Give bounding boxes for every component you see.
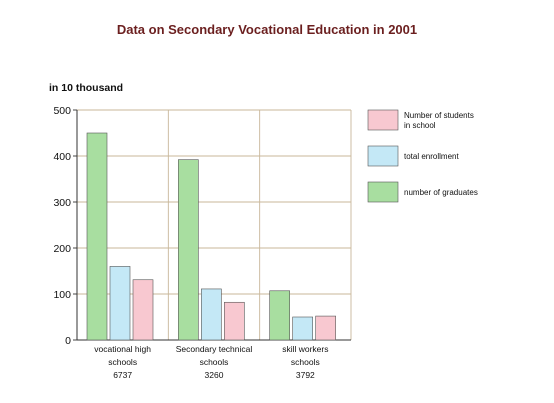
plot-area: 0 100 200 300 400 500 vocational high schools 67… (53, 105, 352, 380)
x-tick-label: vocational high (94, 344, 151, 354)
bar (315, 315, 336, 341)
legend-swatch (367, 181, 399, 203)
y-tick-label: 500 (53, 105, 71, 117)
y-tick-label: 0 (65, 335, 71, 347)
chart-title: Data on Secondary Vocational Education i… (117, 22, 417, 37)
y-tick-label: 100 (53, 289, 71, 301)
x-tick-label: 3260 (205, 370, 224, 380)
bar (132, 279, 154, 341)
y-tick-label: 300 (53, 197, 71, 209)
x-tick-label: schools (108, 357, 137, 367)
bar (109, 266, 131, 341)
x-tick-label: Secondary technical (176, 344, 253, 354)
legend-label: Number of students (404, 111, 474, 120)
bar (224, 301, 245, 341)
x-tick-label: 3792 (296, 370, 315, 380)
x-tick-label: schools (200, 357, 229, 367)
y-axis-label: in 10 thousand (49, 82, 123, 94)
y-tick-label: 200 (53, 243, 71, 255)
x-tick-label: schools (291, 357, 320, 367)
y-tick-label: 400 (53, 151, 71, 163)
legend-label: number of graduates (404, 188, 478, 197)
bar (178, 159, 199, 341)
legend-swatch (367, 145, 399, 167)
x-tick-label: 6737 (113, 370, 132, 380)
x-tick-label: skill workers (282, 344, 328, 354)
bar (269, 290, 290, 341)
legend-label: in school (404, 121, 436, 130)
legend-label: total enrollment (404, 152, 459, 161)
bar (292, 316, 313, 341)
bar (86, 132, 108, 341)
legend-swatch (367, 109, 399, 131)
bar (201, 288, 222, 341)
